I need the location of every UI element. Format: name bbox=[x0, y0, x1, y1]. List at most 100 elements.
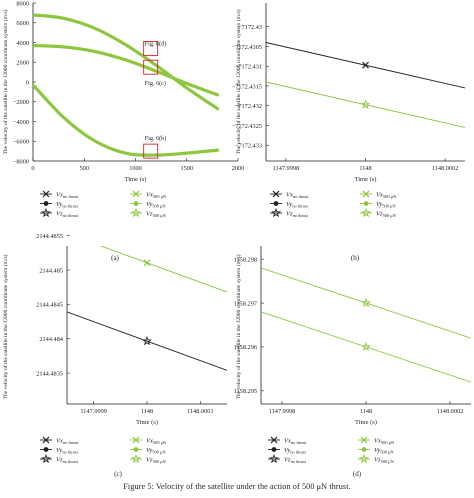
x-tick-label: 1148.0002 bbox=[437, 408, 464, 415]
series-line bbox=[261, 267, 471, 339]
legend-marker bbox=[43, 201, 49, 206]
data-point-marker-stroke bbox=[362, 61, 369, 69]
data-point-marker-star bbox=[142, 336, 152, 346]
legend-marker-dot bbox=[43, 447, 49, 452]
panel-label: (b) bbox=[351, 254, 360, 262]
legend-label-sub: 500 μN bbox=[152, 450, 166, 455]
x-axis-title: Time (s) bbox=[125, 176, 147, 183]
legend-label-sub: no thrust bbox=[292, 204, 308, 209]
legend-label: Vzno thrust bbox=[56, 456, 79, 464]
legend-label-main: Vx bbox=[284, 437, 291, 444]
legend-label-sub: 500 μN bbox=[153, 440, 167, 445]
y-tick-label: 2144.4845 bbox=[36, 302, 63, 309]
legend-marker-stroke bbox=[132, 190, 140, 198]
legend-marker bbox=[271, 447, 277, 452]
y-tick-label: −7172.4325 bbox=[232, 123, 262, 130]
data-point-marker bbox=[361, 341, 371, 352]
chart-panel-3: 1158.298 1158.297 1158.296 1158.295 1147.999… bbox=[234, 246, 471, 478]
legend-label-sub: no thrust bbox=[62, 204, 78, 209]
legend-marker-stroke bbox=[42, 436, 50, 444]
legend-marker bbox=[361, 447, 367, 452]
series-line bbox=[67, 311, 227, 371]
legend-label-sub: 500 μN bbox=[153, 213, 167, 218]
highlight-box bbox=[143, 143, 159, 159]
legend-marker-star bbox=[131, 207, 141, 218]
legend-label: Vyno thrust bbox=[286, 201, 309, 209]
legend-marker-dot bbox=[271, 447, 277, 452]
legend-marker-stroke bbox=[272, 190, 280, 198]
legend-label-sub: no thrust bbox=[291, 459, 307, 464]
x-tick-label: 1148 bbox=[141, 408, 153, 415]
legend-marker bbox=[362, 190, 370, 198]
x-axis-title: Time (s) bbox=[355, 176, 377, 183]
series-line bbox=[266, 81, 465, 128]
y-tick-label: −7172.431 bbox=[235, 64, 262, 71]
legend-marker-star bbox=[131, 453, 141, 464]
legend-label: Vxno thrust bbox=[56, 437, 79, 445]
legend-marker bbox=[133, 201, 139, 206]
legend-marker-stroke bbox=[362, 190, 370, 198]
legend-label: Vx500 μN bbox=[374, 437, 395, 445]
x-tick-label: 1148.0001 bbox=[187, 408, 214, 415]
legend-label: Vxno thrust bbox=[284, 437, 307, 445]
legend-label: Vxno thrust bbox=[56, 191, 79, 199]
legend-label: Vyno thrust bbox=[284, 447, 307, 455]
y-tick-label: 8000 bbox=[16, 0, 29, 7]
series-group bbox=[33, 13, 220, 157]
legend-label-main: Vy bbox=[286, 201, 292, 208]
legend-marker-dot bbox=[43, 201, 49, 206]
legend-label-main: Vx bbox=[56, 437, 63, 444]
y-tick-label: 1158.298 bbox=[234, 256, 257, 263]
series-line bbox=[33, 43, 220, 97]
data-point-marker-star bbox=[360, 99, 371, 109]
legend-marker-star bbox=[359, 453, 369, 464]
y-tick-label: 2000 bbox=[16, 60, 29, 67]
panel-label: (d) bbox=[353, 470, 362, 478]
legend-label-sub: no thrust bbox=[293, 213, 309, 218]
data-point-marker bbox=[142, 336, 152, 346]
legend-label-main: Vy bbox=[146, 447, 152, 454]
legend-label: Vx500 μN bbox=[146, 437, 167, 445]
x-tick-label: 1147.9999 bbox=[80, 408, 107, 415]
y-tick-label: −2000 bbox=[13, 99, 29, 106]
legend-marker-stroke bbox=[132, 436, 140, 444]
legend-label-main: Vz bbox=[56, 456, 63, 463]
legend-label-main: Vy bbox=[376, 201, 382, 208]
legend-marker bbox=[42, 436, 50, 444]
y-tick-label: −7172.432 bbox=[235, 103, 262, 110]
legend-label: Vx500 μN bbox=[146, 191, 167, 199]
legend-label: Vzno thrust bbox=[286, 210, 309, 218]
legend-label: Vz500 μN bbox=[146, 456, 167, 464]
y-tick-label: −7172.433 bbox=[235, 143, 262, 150]
legend-label-main: Vz bbox=[374, 456, 381, 463]
legend-marker bbox=[269, 453, 279, 464]
legend-marker-star bbox=[41, 207, 51, 218]
series-group bbox=[266, 42, 465, 128]
y-tick-label: 0 bbox=[26, 79, 29, 86]
x-tick-label: 1148 bbox=[359, 165, 371, 172]
legend-label-main: Vx bbox=[146, 191, 153, 198]
legend-label-main: Vx bbox=[56, 191, 63, 198]
legend-marker bbox=[363, 201, 369, 206]
legend-label: Vy500 μN bbox=[374, 447, 394, 455]
legend-label-main: Vz bbox=[284, 456, 291, 463]
legend-marker bbox=[41, 207, 51, 218]
legend-label: Vx500 μN bbox=[376, 191, 397, 199]
x-tick-label: 1148 bbox=[360, 408, 372, 415]
legend-label-main: Vy bbox=[146, 201, 152, 208]
annotation-label: Fig. 6(c) bbox=[145, 80, 166, 87]
legend-marker bbox=[133, 447, 139, 452]
legend-marker bbox=[43, 447, 49, 452]
x-tick-label: 1147.9998 bbox=[273, 165, 300, 172]
panel-label: (a) bbox=[111, 254, 119, 262]
legend-label: Vz500 μN bbox=[376, 210, 397, 218]
y-tick-label: −7172.4315 bbox=[232, 83, 262, 90]
legend-label-sub: 500 μN bbox=[381, 459, 395, 464]
legend-label-sub: 500 μN bbox=[153, 459, 167, 464]
legend-marker bbox=[271, 207, 281, 218]
legend-label-main: Vy bbox=[284, 447, 290, 454]
legend-marker bbox=[41, 453, 51, 464]
